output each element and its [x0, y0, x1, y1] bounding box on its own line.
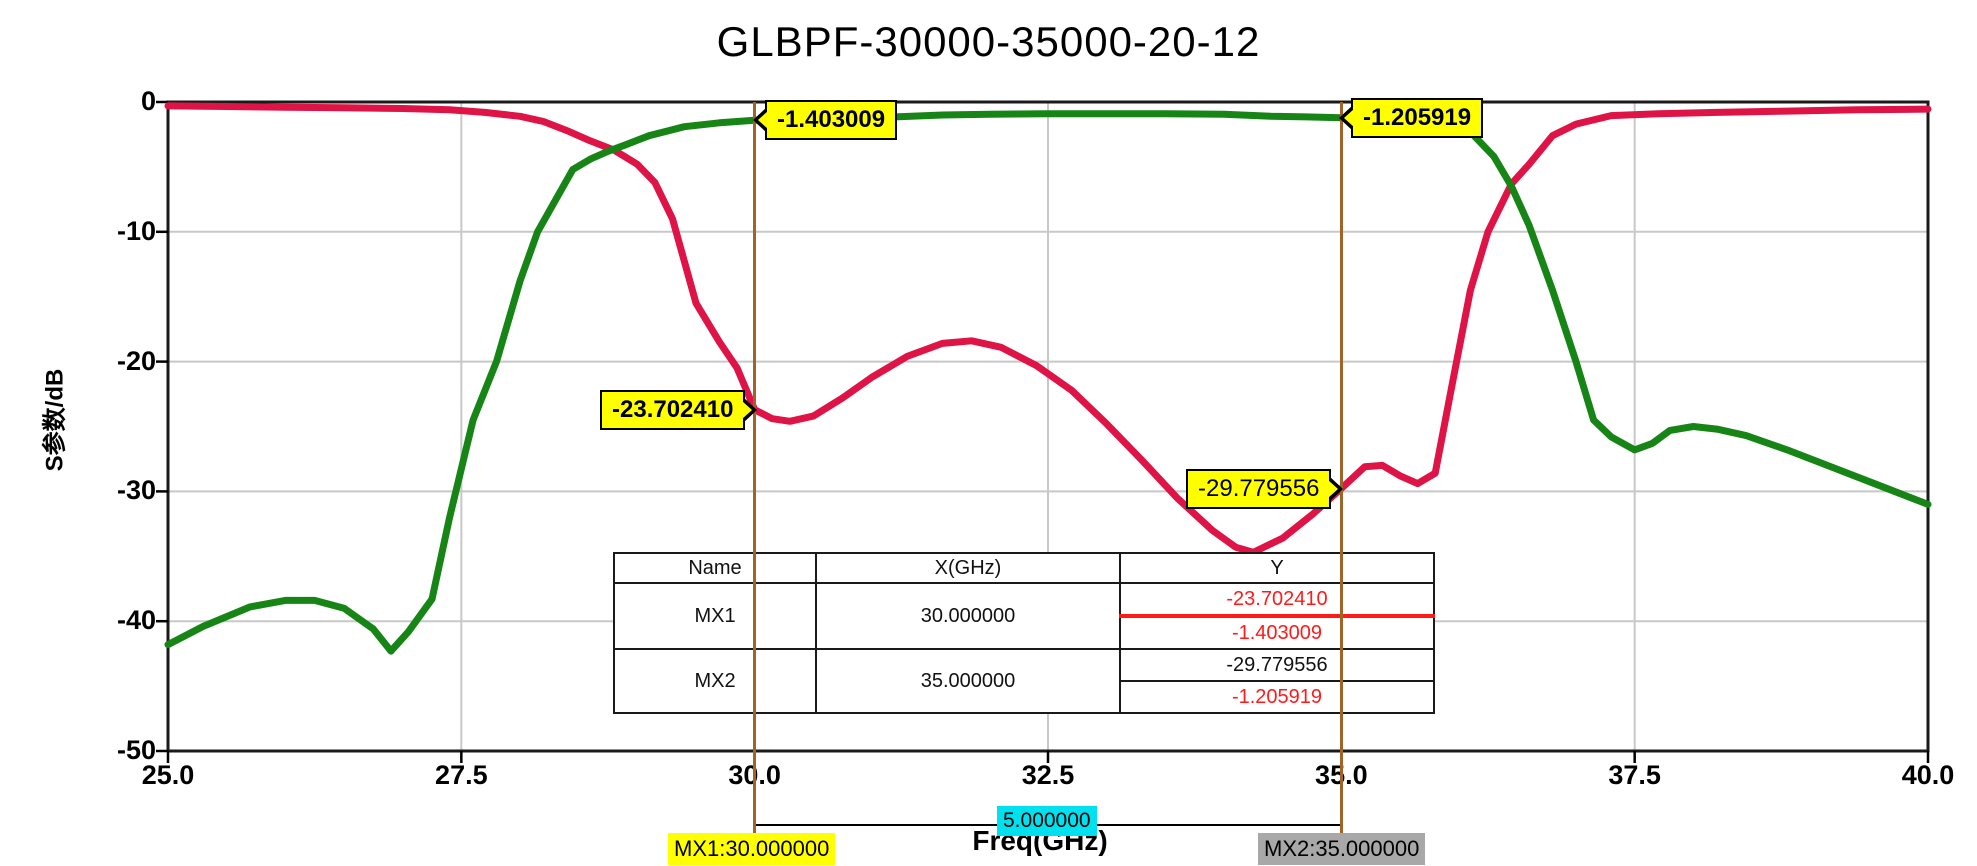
mx2-y1-cell: -29.779556: [1119, 648, 1435, 682]
mx1-position-label: MX1:30.000000: [668, 833, 836, 865]
y-tick-label: -40: [116, 605, 156, 636]
table-header-row: Name X(GHz) Y: [613, 552, 1435, 584]
mx1-y1-cell: -23.702410: [1119, 582, 1435, 618]
y-tick-label: 0: [140, 85, 156, 116]
mx1-y2-cell: -1.403009: [1119, 616, 1435, 650]
callout-arrow-icon: [1328, 480, 1339, 498]
mx2-x-cell: 35.000000: [815, 648, 1121, 714]
callout-arrow-icon: [1344, 109, 1354, 127]
y-tick-label: -30: [116, 475, 156, 506]
callout-value: -29.779556: [1198, 475, 1320, 502]
table-row: -1.403009: [614, 616, 1435, 650]
curve-red: [164, 102, 1932, 556]
mx2-name-cell: MX2: [613, 648, 817, 714]
x-tick-label: 40.0: [1901, 760, 1955, 790]
table-header-y: Y: [1119, 552, 1435, 584]
x-tick-label: 32.5: [1021, 760, 1075, 790]
table-header-x: X(GHz): [815, 552, 1121, 584]
callout-arrow-icon: [742, 401, 753, 419]
curve-green: [164, 110, 1932, 655]
x-tick-label: 37.5: [1608, 760, 1661, 790]
mx2-marker-line: [1339, 102, 1343, 840]
callout-value: -1.205919: [1363, 104, 1472, 131]
marker-interval-label: 5.000000: [997, 806, 1097, 836]
callout-arrow-icon: [758, 111, 768, 129]
marker-callout-mx1-green: -1.403009: [753, 100, 898, 140]
marker-callout-mx2-green: -1.205919: [1339, 98, 1484, 138]
y-axis-title: S参数/dB: [41, 368, 69, 472]
chart-title: GLBPF-30000-35000-20-12: [716, 18, 1261, 65]
mx1-name-cell: MX1: [613, 582, 817, 650]
x-tick-label: 27.5: [435, 760, 488, 790]
mx2-position-label: MX2:35.000000: [1258, 833, 1426, 865]
table-row: MX2 35.000000 -29.779556: [613, 648, 1435, 714]
marker-callout-mx2-red: -29.779556: [1186, 469, 1344, 509]
callout-value: -1.403009: [777, 106, 886, 133]
callout-value: -23.702410: [612, 396, 734, 423]
mx1-x-cell: 30.000000: [815, 582, 1121, 650]
y-tick-label: -10: [116, 215, 156, 246]
mx2-y2-cell: -1.205919: [1119, 681, 1435, 714]
mx1-marker-line: [753, 102, 757, 840]
marker-callout-mx1-red: -23.702410: [600, 390, 758, 430]
table-row: -1.205919: [614, 681, 1435, 714]
y-tick-label: -50: [116, 734, 156, 765]
marker-table: Name X(GHz) Y MX1 30.000000 -23.702410 -…: [613, 552, 1435, 714]
x-tick-label: 25.0: [141, 760, 195, 790]
table-row: MX1 30.000000 -23.702410: [613, 582, 1435, 650]
table-header-name: Name: [613, 552, 817, 584]
y-tick-label: -20: [116, 345, 156, 376]
